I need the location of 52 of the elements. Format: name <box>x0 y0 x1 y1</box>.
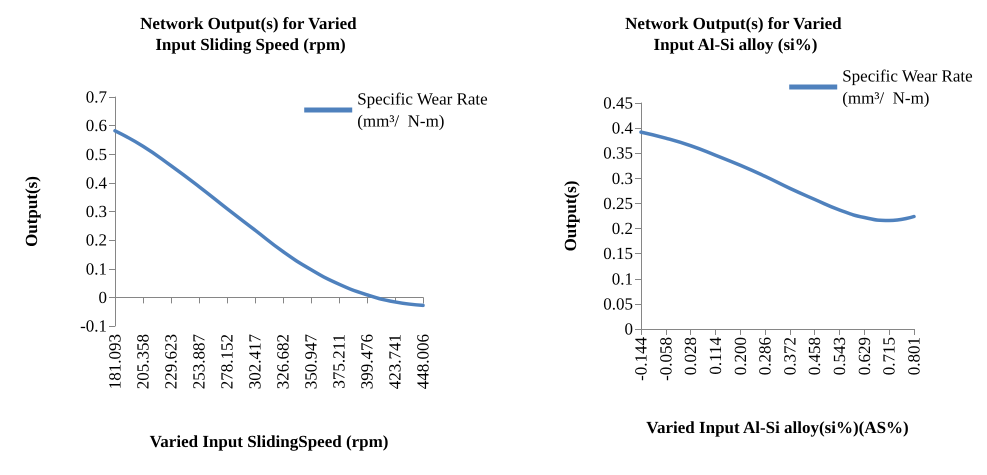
y-tick-label: 0.7 <box>86 88 108 106</box>
y-tick-label: 0.2 <box>86 230 107 250</box>
y-tick-label: 0.35 <box>603 144 633 163</box>
y-axis-title: Output(s) <box>22 176 41 247</box>
x-tick-label: 423.741 <box>386 334 404 390</box>
x-tick-label: 205.358 <box>134 334 152 390</box>
x-tick-label: 399.476 <box>358 334 376 390</box>
x-tick-label: 326.682 <box>274 334 292 390</box>
x-tick-label: 0.028 <box>681 337 700 376</box>
x-tick-label: 181.093 <box>106 334 124 390</box>
y-tick-label: 0.4 <box>612 118 634 138</box>
x-tick-label: -0.144 <box>632 336 650 381</box>
y-tick-label: 0.3 <box>612 168 633 188</box>
x-tick-label: 0.286 <box>756 337 775 376</box>
x-tick-label: 0.372 <box>780 337 800 376</box>
y-tick-label: 0.45 <box>603 94 633 112</box>
x-tick-label: 448.006 <box>414 334 432 390</box>
x-axis-title: Varied Input SlidingSpeed (rpm) <box>150 432 388 451</box>
y-tick-label: 0 <box>98 288 107 307</box>
y-tick-label: -0.1 <box>80 316 107 336</box>
y-axis-title: Output(s) <box>561 180 580 252</box>
y-tick-label: 0.05 <box>603 294 633 314</box>
chart-title: Network Output(s) for Varied Input Sliding Speed (rpm) <box>140 14 361 54</box>
x-tick-label: 302.417 <box>246 334 264 390</box>
x-tick-label: 0.543 <box>830 337 850 376</box>
x-tick-label: 350.947 <box>302 334 320 390</box>
y-tick-label: 0.5 <box>86 144 107 164</box>
x-tick-label: 253.887 <box>190 334 208 390</box>
y-tick-label: 0.3 <box>86 202 107 221</box>
y-tick-label: 0.1 <box>86 259 107 278</box>
y-tick-label: 0.1 <box>612 269 633 288</box>
x-axis-title: Varied Input Al-Si alloy(si%)(AS%) <box>646 418 909 437</box>
x-tick-label: -0.058 <box>656 337 676 381</box>
y-tick-label: 0.15 <box>603 244 633 264</box>
legend-label: Specific Wear Rate (mm³/ N-m) <box>842 66 973 108</box>
x-tick-label: 0.629 <box>854 337 874 376</box>
x-tick-label: 375.211 <box>330 334 348 389</box>
chart-title: Network Output(s) for Varied Input Al-Si alloy (si%) <box>625 14 846 54</box>
legend-label: Specific Wear Rate (mm³/ N-m) <box>357 90 488 130</box>
y-tick-label: 0.4 <box>86 173 108 192</box>
y-tick-label: 0.2 <box>612 219 633 238</box>
y-tick-label: 0.6 <box>86 116 107 136</box>
x-tick-label: 0.715 <box>880 337 899 376</box>
y-tick-label: 0 <box>624 320 633 338</box>
y-tick-label: 0.25 <box>603 194 633 213</box>
x-tick-label: 278.152 <box>218 334 236 390</box>
x-tick-label: 0.458 <box>805 337 824 376</box>
line-series <box>639 130 916 222</box>
x-tick-label: 229.623 <box>162 334 180 390</box>
x-tick-label: 0.200 <box>730 337 750 376</box>
x-tick-label: 0.114 <box>706 336 725 375</box>
x-tick-label: 0.801 <box>904 337 924 376</box>
